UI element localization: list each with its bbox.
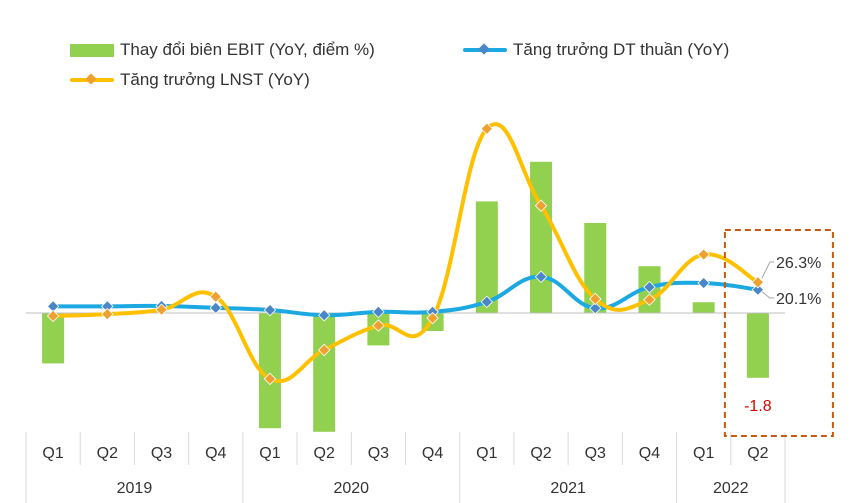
x-tick-label-0: Q1 (42, 445, 63, 462)
x-tick-label-8: Q1 (476, 445, 497, 462)
marker-profit-4 (263, 372, 277, 386)
marker-revenue-8 (480, 295, 494, 309)
marker-profit-7 (426, 311, 439, 325)
x-tick-label-1: Q2 (97, 445, 118, 462)
marker-revenue-0 (46, 300, 60, 313)
marker-revenue-10 (589, 301, 602, 315)
marker-profit-9 (534, 199, 548, 212)
legend-item-profit: Tăng trưởng LNST (YoY) (70, 70, 310, 90)
annotation-leader-revenue (761, 291, 774, 299)
marker-profit-1 (101, 307, 114, 321)
marker-profit-12 (697, 248, 710, 261)
x-tick-label-2: Q3 (151, 445, 172, 462)
marker-profit-5 (317, 343, 331, 357)
marker-revenue-7 (426, 305, 439, 319)
year-label-2019: 2019 (117, 480, 153, 497)
x-tick-label-11: Q4 (639, 445, 660, 462)
year-label-2021: 2021 (550, 480, 586, 497)
legend-swatch-ebit (70, 43, 114, 57)
x-tick-label-13: Q2 (747, 445, 768, 462)
legend-item-revenue: Tăng trưởng DT thuần (YoY) (463, 40, 729, 60)
x-tick-label-3: Q4 (205, 445, 226, 462)
bar-ebit-12 (692, 302, 715, 313)
marker-revenue-11 (643, 280, 656, 294)
legend-swatch-revenue (463, 43, 507, 57)
line-profit (51, 122, 760, 384)
marker-profit-11 (643, 293, 656, 306)
marker-profit-0 (46, 309, 60, 323)
marker-profit-13 (751, 276, 765, 289)
annotation-revenue-value: 20.1% (776, 291, 821, 308)
marker-profit-10 (589, 292, 602, 306)
annotation-profit-value: 26.3% (776, 255, 821, 272)
marker-profit-8 (480, 122, 494, 135)
marker-revenue-13 (751, 283, 765, 296)
annotation-leader-profit (761, 261, 774, 279)
x-tick-label-9: Q2 (530, 445, 551, 462)
legend-swatch-profit (70, 73, 114, 87)
x-tick-label-4: Q1 (259, 445, 280, 462)
year-label-2022: 2022 (713, 480, 749, 497)
marker-revenue-1 (101, 300, 114, 313)
marker-profit-2 (155, 303, 168, 316)
x-tick-label-5: Q2 (314, 445, 335, 462)
bar-ebit-0 (42, 313, 65, 364)
marker-revenue-9 (534, 270, 548, 283)
bar-ebit-4 (258, 313, 281, 429)
bar-ebit-8 (475, 201, 498, 313)
x-tick-label-6: Q3 (368, 445, 389, 462)
bar-ebit-13 (746, 313, 769, 378)
legend-label-profit: Tăng trưởng LNST (YoY) (120, 70, 310, 89)
x-tick-label-10: Q3 (585, 445, 606, 462)
legend-label-revenue: Tăng trưởng DT thuần (YoY) (513, 40, 730, 59)
x-tick-label-7: Q4 (422, 445, 443, 462)
legend-label-ebit: Thay đổi biên EBIT (YoY, điểm %) (120, 40, 375, 59)
year-label-2020: 2020 (333, 480, 369, 497)
legend-item-ebit: Thay đổi biên EBIT (YoY, điểm %) (70, 40, 375, 60)
marker-revenue-5 (317, 308, 331, 322)
marker-revenue-4 (263, 303, 277, 317)
highlight-box (723, 229, 834, 437)
marker-revenue-3 (209, 301, 222, 315)
annotation-ebit-value: -1.8 (744, 398, 772, 415)
x-tick-label-12: Q1 (693, 445, 714, 462)
marker-revenue-6 (372, 305, 385, 319)
bar-ebit-9 (530, 161, 553, 313)
marker-revenue-12 (697, 276, 710, 290)
marker-profit-6 (372, 319, 385, 332)
bar-ebit-5 (313, 313, 336, 432)
marker-profit-3 (209, 290, 222, 303)
